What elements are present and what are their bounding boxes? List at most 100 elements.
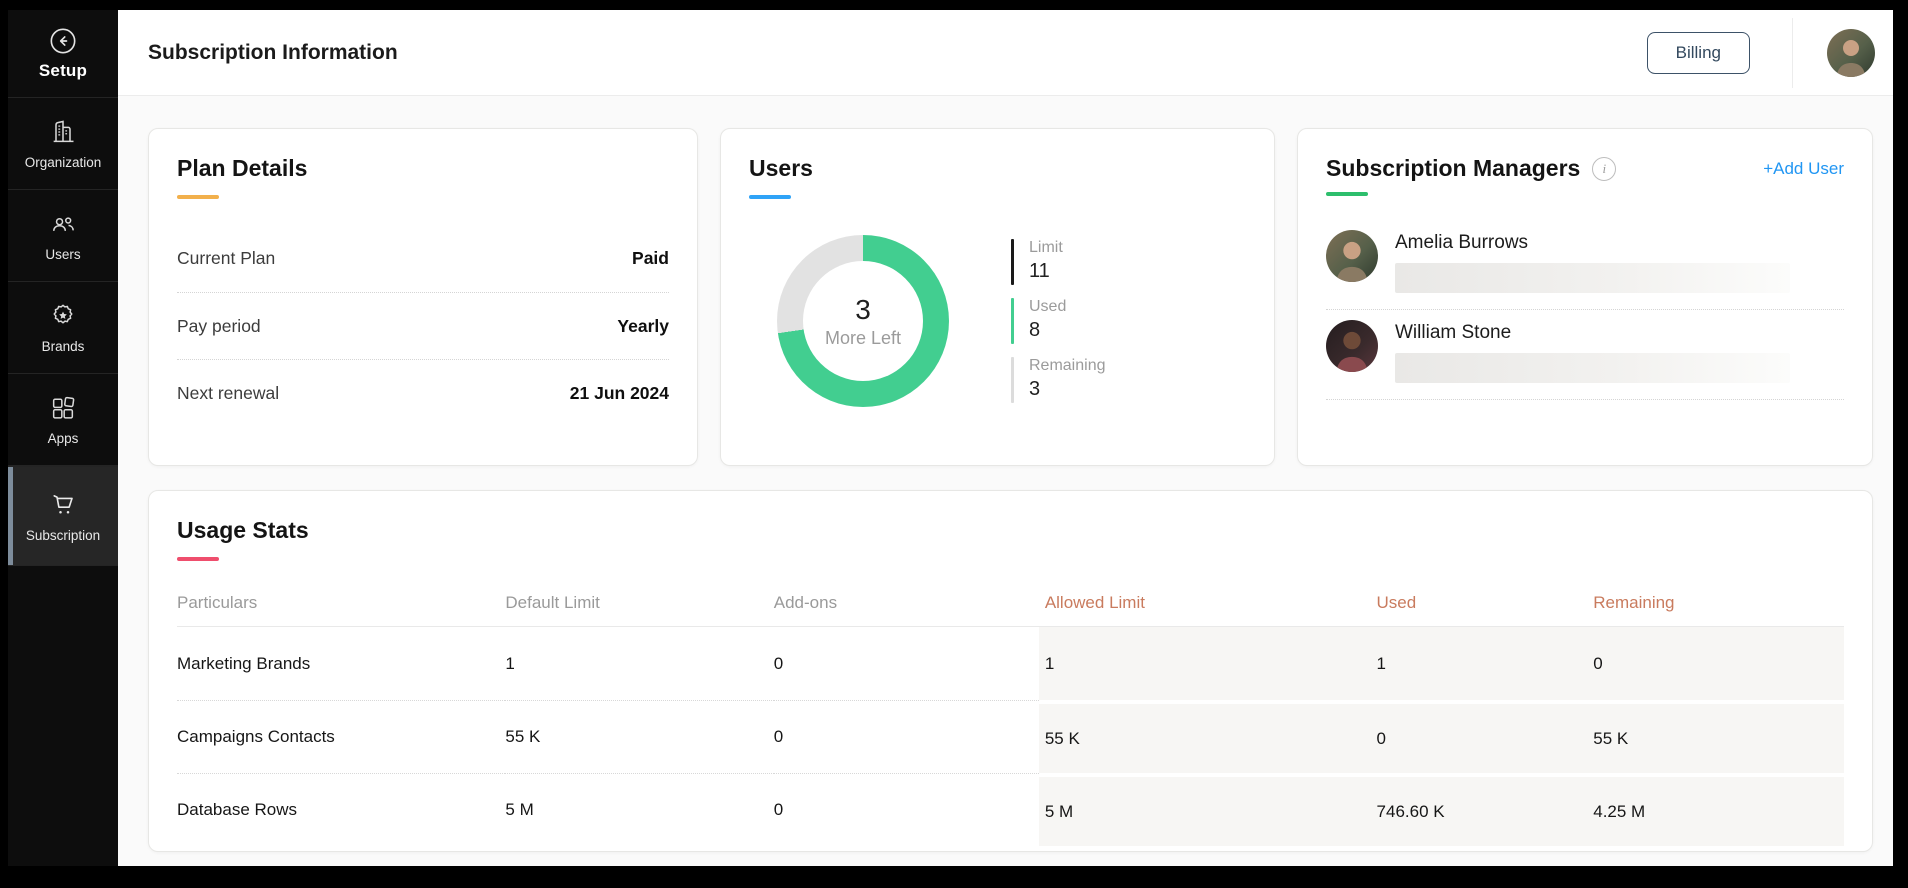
cell-remaining: 0	[1587, 627, 1844, 700]
cell-default-limit: 1	[505, 653, 515, 673]
apps-grid-icon	[49, 394, 77, 422]
sidebar-item-label: Brands	[41, 338, 85, 354]
redacted-email-bar	[1395, 263, 1791, 293]
app-window: Setup Organization Users	[8, 10, 1893, 866]
sidebar-item-users[interactable]: Users	[8, 190, 118, 282]
cell-particulars: Campaigns Contacts	[177, 700, 506, 773]
back-to-setup-button[interactable]: Setup	[8, 10, 118, 98]
users-donut-chart: 3 More Left	[777, 235, 949, 407]
page-title: Subscription Information	[148, 40, 398, 64]
manager-name: Amelia Burrows	[1395, 232, 1529, 253]
legend-bar-limit	[1011, 239, 1014, 285]
users-accent-underline	[749, 195, 791, 199]
donut-center-value: 3	[855, 293, 871, 325]
plan-rows: Current Plan Paid Pay period Yearly Next…	[177, 225, 669, 426]
managers-list: Amelia Burrows	[1326, 220, 1844, 400]
building-icon	[49, 118, 77, 146]
setup-label: Setup	[38, 60, 88, 80]
table-row-campaigns-contacts: Campaigns Contacts 55 K 0 55 K 0 55 K	[177, 700, 1844, 773]
column-header-particulars: Particulars	[177, 592, 258, 612]
sidebar-item-subscription[interactable]: Subscription	[8, 466, 118, 566]
managers-header: Subscription Managers i +Add User	[1326, 155, 1844, 182]
plan-row-label: Pay period	[177, 315, 261, 336]
cell-used: 0	[1370, 700, 1588, 773]
add-user-link[interactable]: +Add User	[1763, 158, 1844, 178]
plan-details-accent-underline	[177, 195, 219, 199]
legend-label: Used	[1029, 298, 1067, 315]
cell-remaining: 55 K	[1587, 700, 1844, 773]
usage-stats-table: Particulars Default Limit Add-ons Allowe…	[177, 579, 1844, 846]
plan-row-label: Next renewal	[177, 382, 280, 403]
cell-add-ons: 0	[773, 653, 784, 673]
plan-details-title: Plan Details	[177, 155, 308, 181]
cell-used: 746.60 K	[1370, 773, 1588, 846]
column-header-allowed-limit: Allowed Limit	[1044, 592, 1145, 612]
user-avatar[interactable]	[1827, 28, 1875, 77]
plan-row-next-renewal: Next renewal 21 Jun 2024	[177, 359, 669, 426]
cell-remaining: 4.25 M	[1587, 773, 1844, 846]
content: Plan Details Current Plan Paid Pay perio…	[118, 96, 1893, 852]
managers-accent-underline	[1326, 192, 1368, 196]
cell-allowed-limit: 5 M	[1038, 773, 1371, 846]
billing-button[interactable]: Billing	[1646, 31, 1750, 74]
info-icon[interactable]: i	[1592, 156, 1617, 181]
plan-row-pay-period: Pay period Yearly	[177, 292, 669, 359]
cell-particulars: Database Rows	[177, 773, 506, 846]
column-header-used: Used	[1376, 592, 1417, 612]
plan-row-value: 21 Jun 2024	[569, 382, 669, 403]
users-legend: Limit 11 Used 8	[1011, 239, 1105, 403]
subscription-managers-card: Subscription Managers i +Add User	[1297, 128, 1873, 466]
legend-bar-used	[1011, 298, 1014, 344]
table-row-database-rows: Database Rows 5 M 0 5 M 746.60 K 4.25 M	[177, 773, 1844, 846]
badge-star-icon	[49, 302, 77, 330]
plan-details-card: Plan Details Current Plan Paid Pay perio…	[148, 128, 698, 466]
users-card: Users 3 More Left	[720, 128, 1275, 466]
cell-allowed-limit: 1	[1038, 627, 1371, 700]
setup-sidebar: Setup Organization Users	[8, 10, 118, 866]
manager-list-item: Amelia Burrows	[1326, 220, 1844, 310]
column-header-remaining: Remaining	[1593, 592, 1675, 612]
main-area: Subscription Information Billing	[118, 10, 1893, 866]
legend-value: 8	[1029, 319, 1041, 341]
manager-list-item: William Stone	[1326, 310, 1844, 400]
legend-label: Remaining	[1029, 357, 1106, 374]
usage-stats-card: Usage Stats Particulars Default Limit Ad…	[148, 490, 1873, 852]
sidebar-item-apps[interactable]: Apps	[8, 374, 118, 466]
sidebar-item-brands[interactable]: Brands	[8, 282, 118, 374]
manager-name: William Stone	[1395, 322, 1512, 343]
summary-cards-row: Plan Details Current Plan Paid Pay perio…	[148, 128, 1873, 466]
donut-center-label: 3 More Left	[777, 235, 949, 407]
managers-title: Subscription Managers	[1326, 155, 1581, 181]
redacted-email-bar	[1395, 353, 1791, 383]
users-icon	[48, 210, 78, 238]
sidebar-item-label: Subscription	[25, 528, 101, 543]
legend-value: 11	[1029, 260, 1050, 282]
sidebar-item-label: Users	[45, 246, 81, 262]
cell-allowed-limit: 55 K	[1038, 700, 1371, 773]
header-actions: Billing	[1646, 17, 1883, 88]
manager-avatar	[1326, 320, 1378, 372]
page-header: Subscription Information Billing	[118, 10, 1893, 96]
plan-row-value: Yearly	[617, 315, 669, 336]
cell-default-limit: 55 K	[505, 700, 774, 773]
cell-used: 1	[1370, 627, 1588, 700]
table-row-marketing-brands: Marketing Brands 1 0 1 1 0	[177, 627, 1844, 700]
sidebar-item-label: Apps	[47, 430, 79, 446]
back-arrow-icon	[49, 27, 77, 55]
users-body: 3 More Left Limit 11	[749, 199, 1246, 407]
usage-stats-title: Usage Stats	[177, 517, 309, 543]
usage-stats-accent-underline	[177, 557, 219, 561]
plan-row-value: Paid	[632, 248, 669, 268]
users-title: Users	[749, 155, 813, 181]
plan-row-current-plan: Current Plan Paid	[177, 225, 669, 292]
plan-row-label: Current Plan	[177, 248, 276, 268]
manager-info: William Stone	[1395, 320, 1844, 383]
donut-center-caption: More Left	[824, 327, 902, 348]
sidebar-item-organization[interactable]: Organization	[8, 98, 118, 190]
legend-value: 3	[1029, 378, 1041, 400]
cell-add-ons: 0	[773, 700, 1039, 773]
legend-item-limit: Limit 11	[1011, 239, 1105, 285]
sidebar-item-label: Organization	[24, 154, 102, 170]
header-divider	[1792, 17, 1793, 88]
